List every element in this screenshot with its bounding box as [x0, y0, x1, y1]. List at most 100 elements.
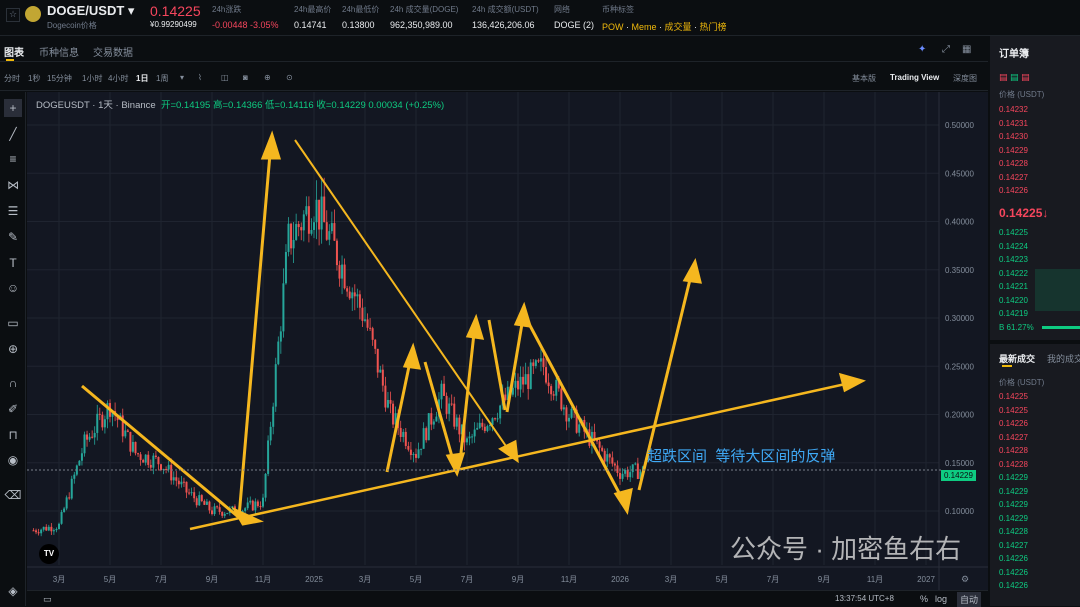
view-basic[interactable]: 基本版 [852, 74, 876, 83]
interval-option[interactable]: 分时 [4, 74, 20, 83]
candle-body [216, 506, 219, 508]
tab-latest-trades[interactable]: 最新成交 [999, 354, 1036, 364]
candle-body [226, 512, 229, 514]
interval-option[interactable]: 4小时 [108, 74, 129, 83]
percent-toggle[interactable]: % [920, 594, 929, 604]
bid-row[interactable]: 0.14224 [999, 241, 1028, 251]
emoji-icon[interactable]: ☺ [6, 281, 20, 295]
interval-option[interactable]: 1秒 [28, 74, 41, 83]
chart-canvas[interactable]: 0.50000 0.45000 0.40000 0.35000 0.30000 0.250… [27, 92, 988, 590]
trade-row[interactable]: 0.14225 [999, 405, 1028, 415]
lock-drawing-icon[interactable]: ✐ [7, 402, 19, 416]
indicator-icon[interactable]: ⌇ [198, 73, 202, 82]
candle-body [106, 403, 109, 420]
y-tick-label: 0.20000 [945, 411, 974, 420]
ask-row[interactable]: 0.14230 [999, 132, 1028, 141]
interval-option[interactable]: 1小时 [82, 74, 103, 83]
stat-network[interactable]: 网络 DOGE (2) [554, 5, 595, 30]
trade-row[interactable]: 0.14225 [999, 392, 1028, 401]
trade-row[interactable]: 0.14229 [999, 500, 1028, 509]
ask-row[interactable]: 0.14227 [999, 172, 1028, 182]
interval-option[interactable]: 1周 [156, 74, 169, 83]
horizontal-lines-icon[interactable]: ≡ [9, 152, 17, 166]
pair-selector[interactable]: DOGE/USDT ▾ [47, 3, 135, 18]
bid-row[interactable]: 0.14219 [999, 309, 1028, 318]
pair-subtitle[interactable]: Dogecoin价格 [47, 21, 97, 30]
trash-icon[interactable]: ⌫ [4, 488, 22, 502]
x-tick-label: 5月 [716, 575, 728, 584]
candle-body [524, 374, 527, 385]
layout-grid-icon[interactable]: ▦ [962, 44, 972, 55]
arrow-down-1 [81, 384, 243, 522]
expand-icon[interactable]: ⤢ [942, 44, 950, 55]
trade-row[interactable]: 0.14229 [999, 473, 1028, 482]
bid-row[interactable]: 0.14225 [999, 228, 1028, 237]
trade-row[interactable]: 0.14229 [999, 486, 1028, 496]
candle-body [165, 468, 168, 470]
auto-toggle[interactable]: 自动 [957, 592, 982, 607]
brush-icon[interactable]: ✎ [7, 230, 19, 244]
trade-row[interactable]: 0.14227 [999, 540, 1028, 550]
trades-price-header: 价格 (USDT) [999, 378, 1045, 387]
trendline-icon[interactable]: ╱ [9, 127, 17, 141]
bid-row[interactable]: 0.14223 [999, 255, 1028, 264]
tag[interactable]: POW [602, 22, 624, 32]
y-tick-label: 0.35000 [945, 266, 974, 275]
lock-icon[interactable]: ⊓ [8, 428, 18, 442]
layers-icon[interactable]: ◈ [8, 584, 18, 598]
ask-row[interactable]: 0.14228 [999, 159, 1028, 168]
tag[interactable]: 成交量 [664, 22, 692, 32]
crosshair-icon[interactable]: + [4, 99, 22, 117]
interval-option[interactable]: 15分钟 [47, 74, 72, 83]
axis-settings-icon[interactable]: ⚙ [961, 574, 970, 584]
favorite-star-icon[interactable]: ☆ [6, 8, 20, 22]
compare-icon[interactable]: ◫ [221, 73, 229, 82]
zoom-in-icon[interactable]: ⊕ [7, 342, 19, 356]
bid-row[interactable]: 0.14221 [999, 282, 1028, 291]
view-depth[interactable]: 深度图 [953, 74, 977, 83]
bid-row[interactable]: 0.14220 [999, 295, 1028, 305]
magnet-icon[interactable]: ∩ [8, 376, 18, 390]
tab-trade-data[interactable]: 交易数据 [93, 48, 133, 59]
tab-my-trades[interactable]: 我的成交 [1047, 354, 1080, 364]
tag[interactable]: Meme [631, 22, 657, 32]
ask-row[interactable]: 0.14231 [999, 118, 1028, 128]
ask-row[interactable]: 0.14226 [999, 186, 1028, 195]
trade-row[interactable]: 0.14226 [999, 567, 1028, 577]
tab-coin-info[interactable]: 币种信息 [39, 48, 79, 59]
ask-row[interactable]: 0.14229 [999, 145, 1028, 155]
trade-row[interactable]: 0.14228 [999, 459, 1028, 469]
panel-divider [990, 340, 1080, 344]
trade-row[interactable]: 0.14228 [999, 446, 1028, 455]
trade-row[interactable]: 0.14226 [999, 554, 1028, 563]
eye-icon[interactable]: ◉ [7, 453, 19, 467]
camera-icon[interactable]: ◙ [243, 73, 248, 82]
candle-body [111, 411, 114, 417]
log-toggle[interactable]: log [935, 594, 948, 604]
price-chart[interactable]: 0.50000 0.45000 0.40000 0.35000 0.30000 0.250… [27, 92, 988, 590]
candle-body [402, 431, 405, 437]
fib-icon[interactable]: ☰ [7, 204, 19, 218]
candle-body [626, 470, 629, 478]
trade-row[interactable]: 0.14226 [999, 419, 1028, 428]
add-icon[interactable]: ⊕ [264, 73, 271, 82]
interval-option-active[interactable]: 1日 [136, 74, 149, 83]
settings-icon[interactable]: ⊙ [286, 73, 293, 82]
text-icon[interactable]: T [9, 256, 17, 270]
ruler-icon[interactable]: ▭ [7, 316, 19, 330]
orderbook-view-toggles[interactable]: ▤ ▤ ▤ [999, 72, 1030, 82]
trade-row[interactable]: 0.14229 [999, 513, 1028, 523]
pattern-icon[interactable]: ⋈ [7, 178, 19, 192]
tag[interactable]: 热门榜 [699, 22, 727, 32]
candle-body [394, 413, 397, 425]
chevron-down-icon[interactable]: ▾ [180, 73, 185, 82]
bid-row[interactable]: 0.14222 [999, 268, 1028, 278]
trade-row[interactable]: 0.14227 [999, 432, 1028, 442]
view-tradingview[interactable]: Trading View [890, 73, 940, 82]
date-range-icon[interactable]: ▭ [43, 594, 52, 604]
sparkle-icon[interactable]: ✦ [918, 44, 927, 55]
ask-row[interactable]: 0.14232 [999, 105, 1028, 114]
tab-chart[interactable]: 图表 [4, 48, 24, 59]
trade-row[interactable]: 0.14228 [999, 527, 1028, 536]
trade-row[interactable]: 0.14226 [999, 581, 1028, 590]
